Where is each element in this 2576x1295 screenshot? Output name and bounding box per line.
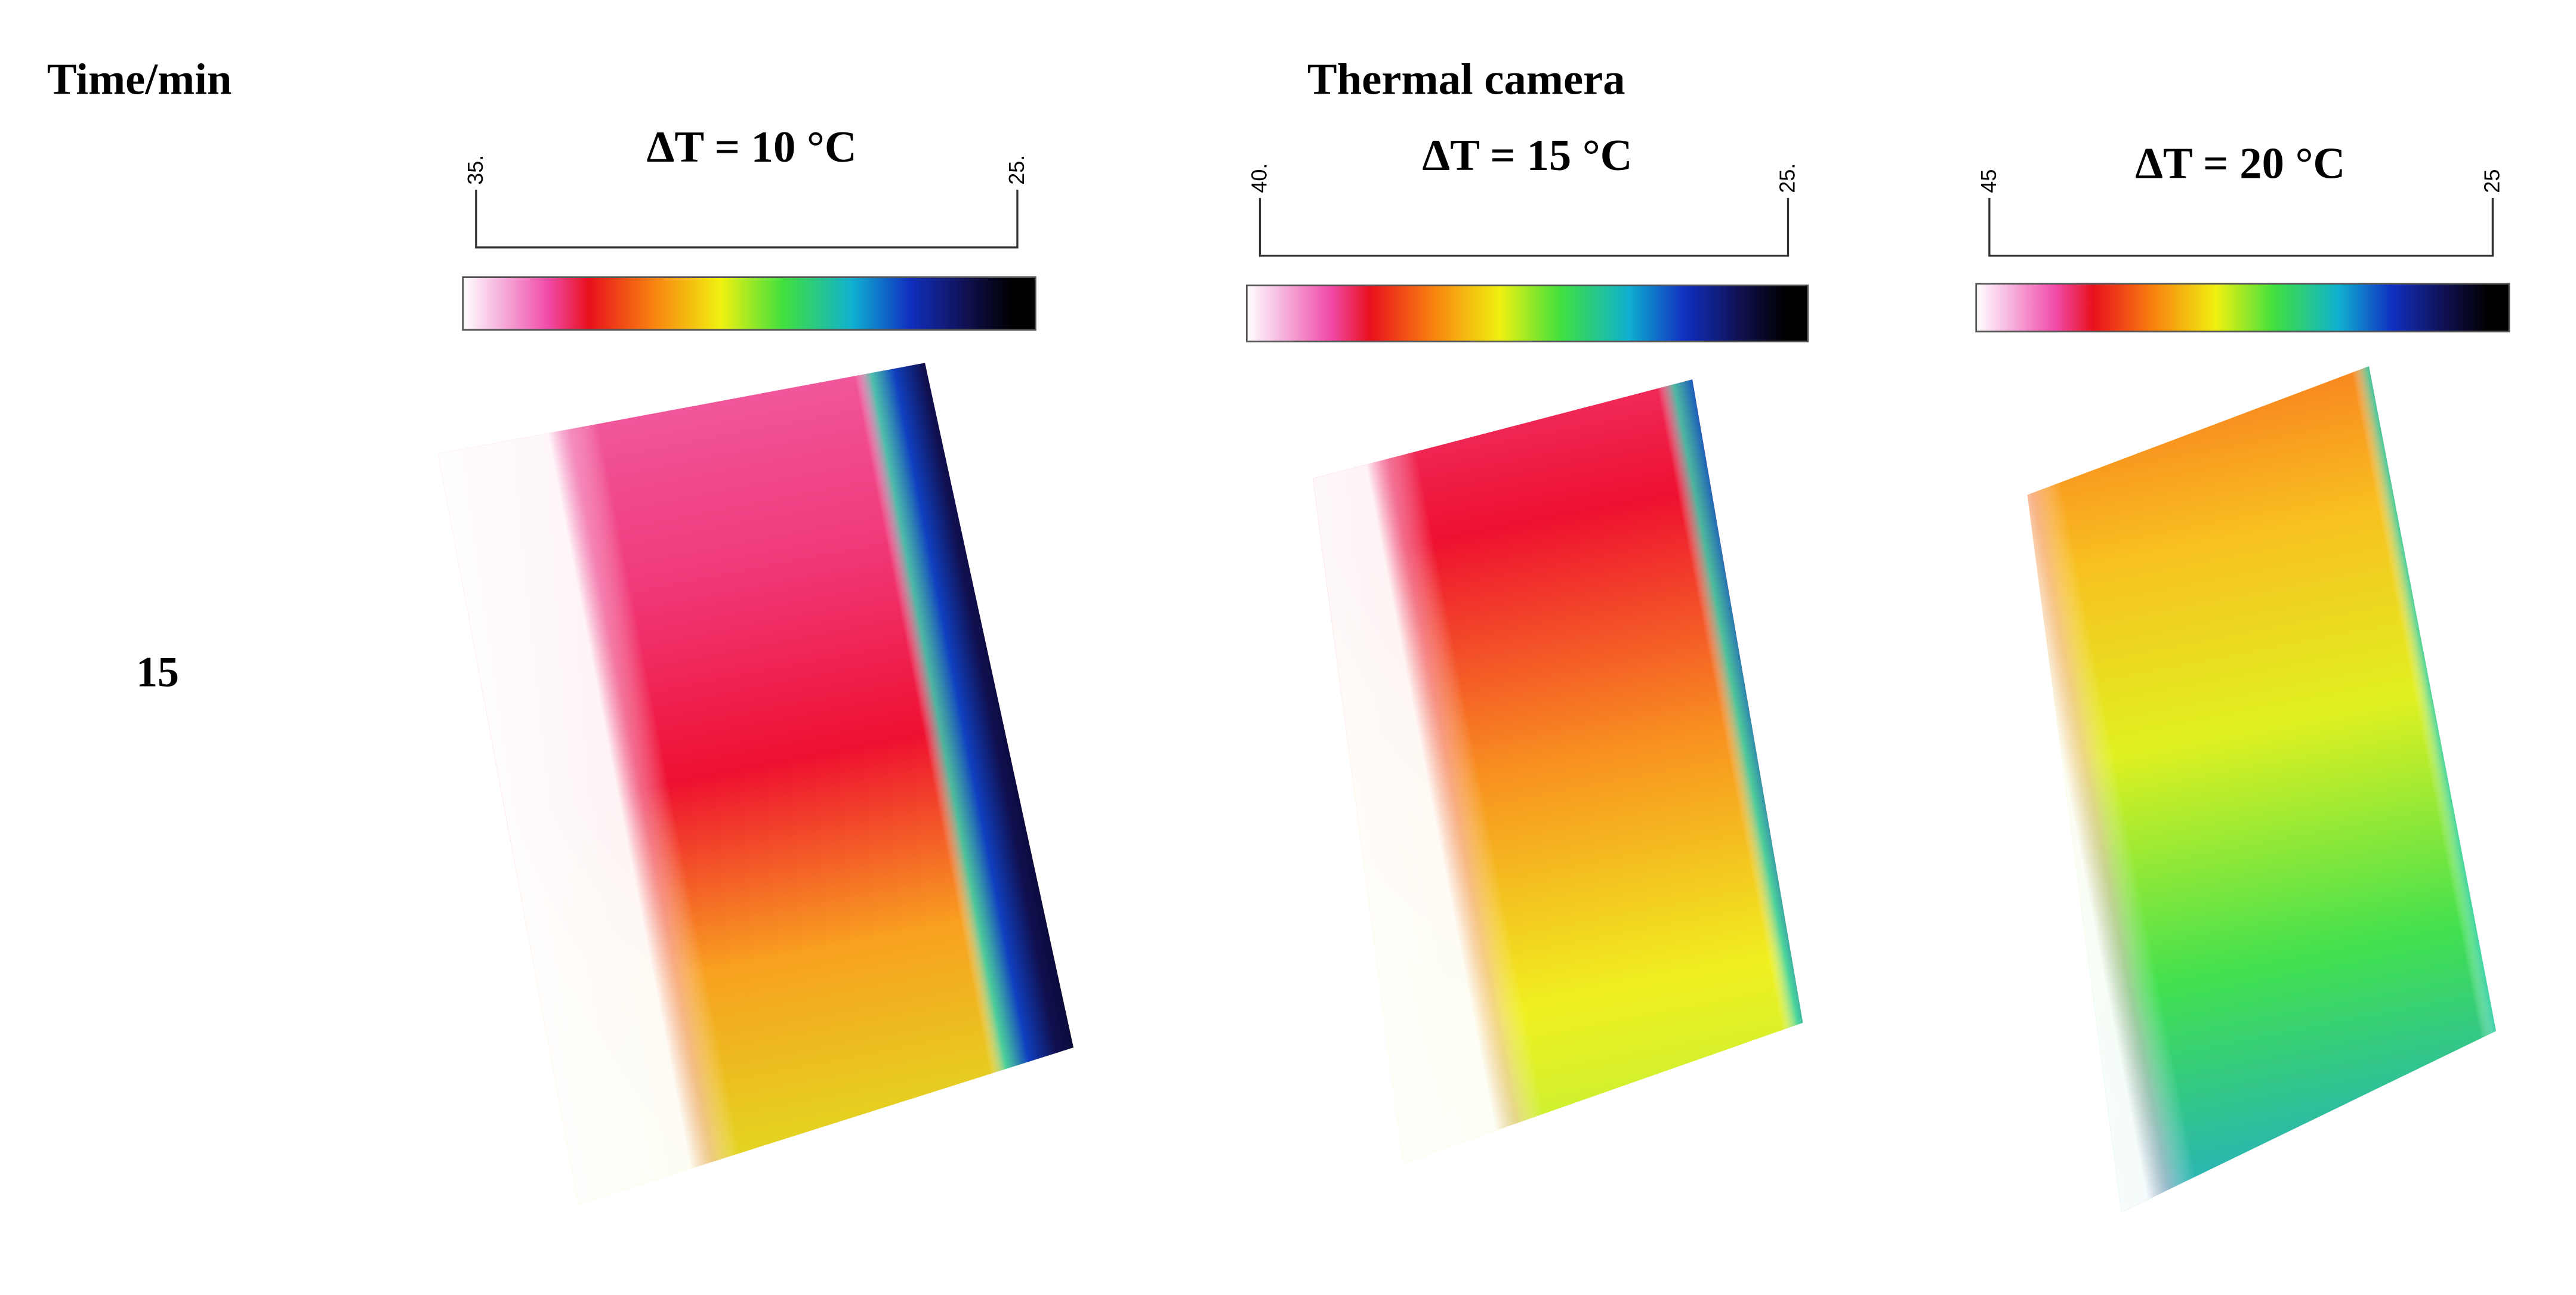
- thermal-image: [438, 363, 1073, 1204]
- thermal-panel: ΔT = 10 °C 35. 25.: [438, 122, 1073, 1204]
- scale-bracket: [1258, 197, 1790, 257]
- scale-label: 25.: [1004, 155, 1029, 185]
- panel-title: ΔT = 15 °C: [1422, 131, 1632, 180]
- colorbar: [1245, 285, 1809, 342]
- row-header: Time/min: [47, 55, 232, 104]
- panel-title: ΔT = 10 °C: [647, 122, 857, 172]
- scale-label: 45: [1976, 169, 2001, 193]
- colorbar: [462, 276, 1036, 331]
- thermal-panel: ΔT = 15 °C 40. 25.: [1245, 131, 1809, 1163]
- panel-title: ΔT = 20 °C: [2135, 139, 2345, 188]
- thermal-image: [2027, 366, 2496, 1213]
- time-label: 15: [136, 648, 179, 696]
- scale-label: 25: [2479, 169, 2504, 193]
- thermal-image: [1312, 379, 1803, 1163]
- scale-label: 35.: [463, 155, 488, 185]
- column-header: Thermal camera: [1307, 55, 1625, 104]
- scale-label: 25.: [1775, 163, 1800, 193]
- thermal-panel: ΔT = 20 °C 45 25: [1975, 139, 2510, 1213]
- scale-bracket: [1988, 197, 2494, 257]
- colorbar: [1975, 283, 2510, 333]
- scale-bracket: [475, 190, 1019, 249]
- scale-label: 40.: [1247, 163, 1272, 193]
